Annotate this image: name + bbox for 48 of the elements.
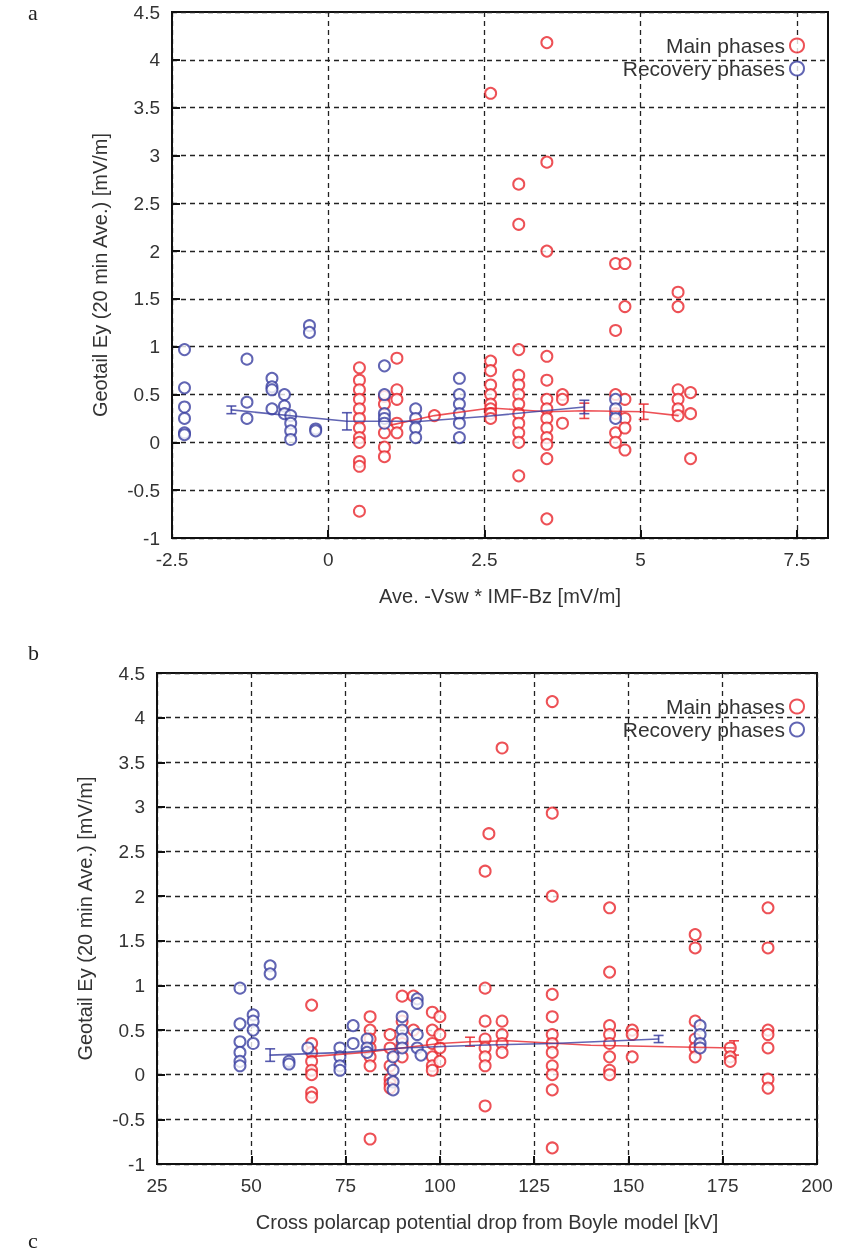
x-tick-label: 7.5 [783, 549, 810, 570]
text: a [28, 0, 38, 26]
y-tick-label: 0.5 [118, 1019, 145, 1041]
y-tick-label: 4 [149, 49, 161, 71]
x-tick-label: 0 [322, 549, 334, 570]
y-axis-title: Geotail Ey (20 min Ave.) [mV/m] [74, 776, 96, 1061]
x-tick-label: 150 [612, 1175, 645, 1196]
y-tick-label: 0.5 [133, 384, 160, 406]
x-axis-title: Ave. -Vsw * IMF-Bz [mV/m] [379, 585, 621, 607]
y-tick-label: 4.5 [133, 1, 160, 23]
x-tick-label: 25 [146, 1175, 168, 1196]
y-tick-label: 4 [134, 707, 146, 729]
y-tick-label: 3.5 [133, 97, 160, 119]
legend-label: Main phases [665, 34, 785, 57]
y-tick-label: -0.5 [127, 479, 160, 501]
x-tick-label: 100 [424, 1175, 456, 1196]
y-tick-label: 2.5 [133, 192, 160, 214]
y-tick-label: 1 [149, 336, 160, 358]
y-tick-label: -1 [143, 527, 160, 549]
y-tick-label: 2.5 [118, 841, 145, 863]
y-tick-label: 3 [134, 796, 145, 818]
y-tick-label: 0 [149, 431, 160, 453]
y-axis-title: Geotail Ey (20 min Ave.) [mV/m] [89, 132, 111, 418]
legend-label: Main phases [665, 695, 785, 718]
text: b [28, 640, 39, 666]
x-tick-label: 125 [518, 1175, 550, 1196]
y-tick-label: 1.5 [133, 288, 160, 310]
text: c [28, 1228, 38, 1254]
y-tick-label: 3 [149, 144, 160, 166]
legend-label: Recovery phases [622, 57, 785, 80]
y-tick-label: -0.5 [112, 1108, 145, 1130]
y-tick-label: 3.5 [118, 751, 145, 773]
x-tick-label: 75 [335, 1175, 357, 1196]
x-tick-label: -2.5 [155, 549, 189, 570]
x-tick-label: 5 [635, 549, 646, 570]
y-tick-label: 4.5 [118, 662, 145, 684]
y-tick-label: 1.5 [118, 930, 145, 952]
y-tick-label: 2 [149, 240, 160, 262]
x-tick-label: 175 [706, 1175, 739, 1196]
x-axis-title: Cross polarcap potential drop from Boyle model [kV] [255, 1211, 719, 1233]
y-tick-label: 0 [134, 1064, 145, 1086]
legend-label: Recovery phases [622, 718, 785, 741]
x-tick-label: 50 [240, 1175, 262, 1196]
x-tick-label: 2.5 [471, 549, 498, 570]
x-tick-label: 200 [801, 1175, 833, 1196]
y-tick-label: 1 [134, 974, 145, 996]
y-tick-label: -1 [128, 1153, 145, 1175]
y-tick-label: 2 [134, 885, 145, 907]
